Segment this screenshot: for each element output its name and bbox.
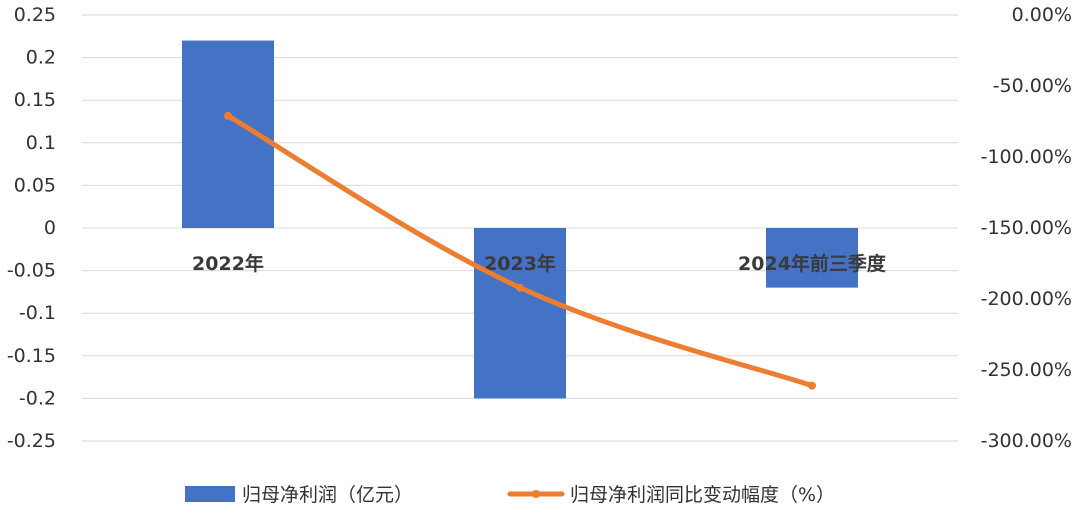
category-label: 2024年前三季度 — [738, 252, 887, 275]
left-axis-tick-label: 0.15 — [14, 89, 56, 111]
legend-bar-label: 归母净利润（亿元） — [242, 484, 413, 506]
left-axis-tick-label: 0.2 — [26, 47, 56, 69]
category-label: 2022年 — [192, 252, 264, 275]
line-point — [224, 111, 232, 120]
left-axis-tick-label: -0.15 — [7, 345, 56, 367]
legend-line-label: 归母净利润同比变动幅度（%） — [570, 484, 835, 506]
right-axis-tick-label: -250.00% — [981, 359, 1072, 381]
legend: 归母净利润（亿元） 归母净利润同比变动幅度（%） — [185, 484, 835, 506]
left-axis-tick-label: 0 — [44, 217, 56, 239]
left-axis-tick-label: 0.25 — [14, 4, 56, 26]
legend-bar-swatch — [185, 486, 235, 502]
legend-line-marker — [532, 490, 540, 498]
left-axis-tick-label: -0.2 — [19, 387, 56, 409]
left-axis-tick-label: -0.25 — [7, 430, 56, 452]
category-label: 2023年 — [484, 252, 556, 275]
left-axis-tick-label: -0.05 — [7, 260, 56, 282]
right-axis-tick-label: -300.00% — [981, 430, 1072, 452]
left-axis-ticks: 0.25 0.2 0.15 0.1 0.05 0 -0.05 -0.1 -0.15 -0.2 -0.… — [7, 4, 56, 452]
line-point — [808, 381, 816, 390]
bar — [474, 228, 566, 399]
bar — [766, 228, 858, 288]
left-axis-tick-label: -0.1 — [19, 302, 56, 324]
line-series — [224, 111, 816, 390]
right-axis-tick-label: -100.00% — [981, 146, 1072, 168]
right-axis-tick-label: -200.00% — [981, 288, 1072, 310]
right-axis-tick-label: -150.00% — [981, 217, 1072, 239]
left-axis-tick-label: 0.05 — [14, 174, 56, 196]
bar-series — [182, 40, 858, 399]
right-axis-ticks: 0.00% -50.00% -100.00% -150.00% -200.00% -250… — [981, 4, 1072, 452]
left-axis-tick-label: 0.1 — [26, 132, 56, 154]
right-axis-tick-label: 0.00% — [1012, 4, 1072, 26]
line-point — [516, 283, 524, 292]
right-axis-tick-label: -50.00% — [993, 75, 1072, 97]
category-labels: 2022年 2023年 2024年前三季度 — [192, 252, 887, 275]
